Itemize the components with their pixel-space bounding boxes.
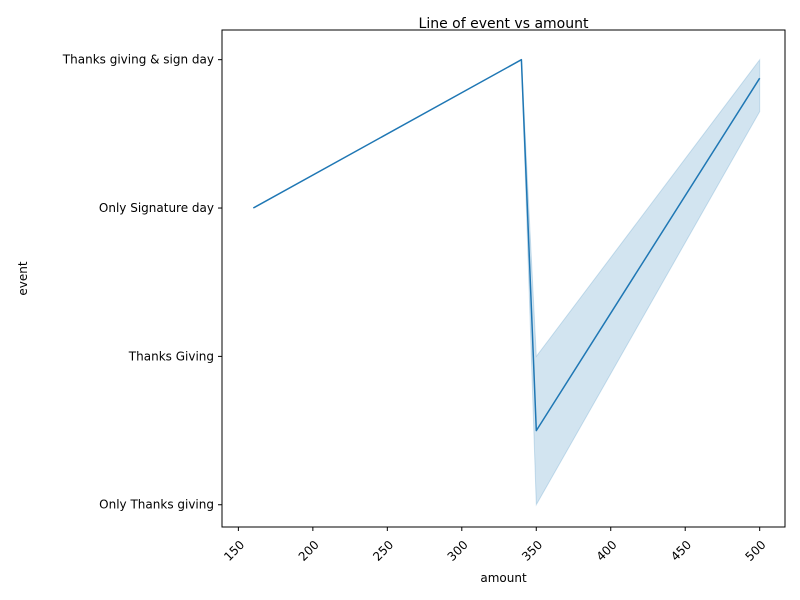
data-point — [251, 206, 255, 210]
y-tick-label: Only Signature day — [99, 201, 214, 215]
y-tick-label: Thanks giving & sign day — [62, 53, 214, 67]
data-point — [519, 58, 523, 62]
data-point — [758, 76, 762, 80]
data-point — [534, 429, 538, 433]
chart-title: Line of event vs amount — [419, 16, 589, 32]
y-tick-label: Only Thanks giving — [99, 498, 214, 512]
y-axis-label: event — [16, 261, 30, 295]
y-tick-label: Thanks Giving — [128, 349, 214, 363]
x-axis-label: amount — [480, 571, 527, 585]
